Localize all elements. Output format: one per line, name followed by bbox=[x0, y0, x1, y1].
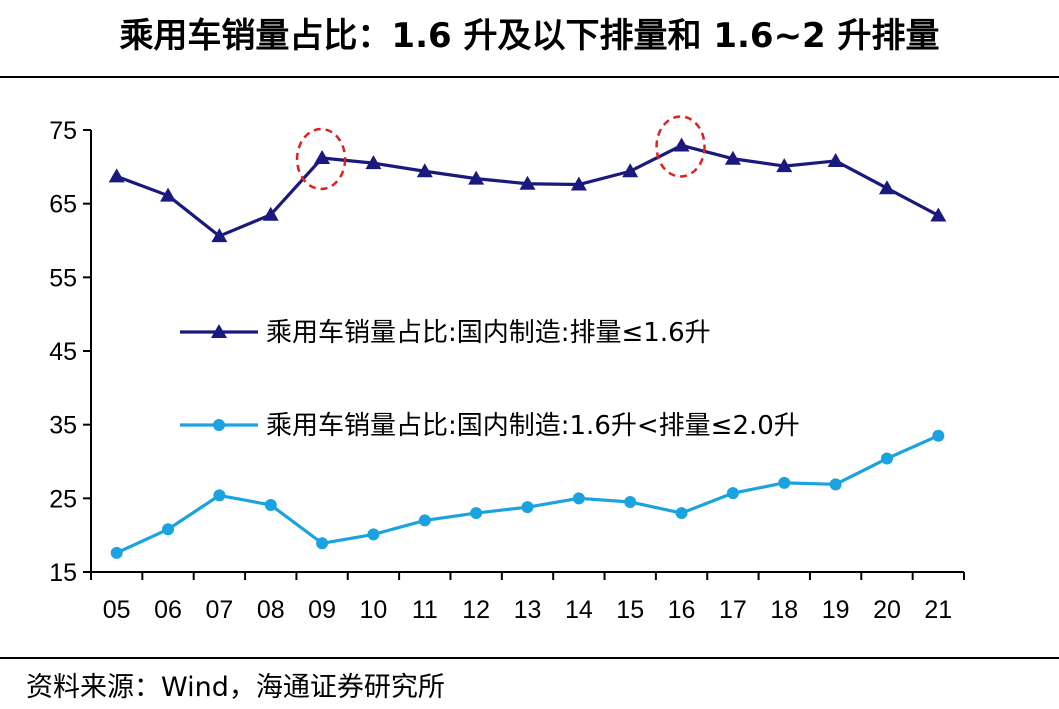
data-point bbox=[213, 489, 226, 502]
data-point bbox=[878, 180, 895, 195]
data-point bbox=[521, 501, 534, 514]
data-point bbox=[726, 487, 739, 500]
data-point bbox=[470, 507, 483, 520]
x-tick-label: 19 bbox=[822, 596, 850, 624]
data-point bbox=[724, 150, 741, 165]
data-point bbox=[880, 452, 893, 465]
data-point bbox=[519, 175, 536, 190]
y-tick-label: 15 bbox=[49, 559, 77, 587]
source-rule bbox=[0, 657, 1059, 659]
source-note: 资料来源：Wind，海通证券研究所 bbox=[26, 672, 445, 703]
highlight-circle bbox=[655, 115, 706, 178]
x-tick-label: 08 bbox=[257, 596, 285, 624]
data-point bbox=[108, 168, 125, 183]
series-1 bbox=[108, 137, 947, 243]
data-point bbox=[160, 187, 177, 202]
data-point bbox=[262, 206, 279, 221]
data-point bbox=[468, 170, 485, 185]
data-point bbox=[316, 537, 329, 550]
x-tick-label: 13 bbox=[514, 596, 542, 624]
chart-title: 乘用车销量占比：1.6 升及以下排量和 1.6~2 升排量 bbox=[119, 16, 940, 56]
y-tick-label: 45 bbox=[49, 338, 77, 366]
data-point bbox=[673, 137, 690, 152]
x-tick-label: 14 bbox=[565, 596, 593, 624]
series-2 bbox=[110, 429, 945, 559]
legend-label: 乘用车销量占比:国内制造:排量≤1.6升 bbox=[266, 318, 711, 348]
y-tick-label: 35 bbox=[49, 412, 77, 440]
data-point bbox=[570, 176, 587, 191]
series-group bbox=[108, 115, 947, 559]
series-line bbox=[116, 434, 939, 555]
data-point bbox=[162, 523, 175, 536]
data-point bbox=[314, 149, 331, 164]
data-point bbox=[675, 507, 688, 520]
x-tick-label: 17 bbox=[719, 596, 747, 624]
data-point bbox=[211, 228, 228, 243]
title-rule bbox=[0, 76, 1059, 78]
data-point bbox=[365, 155, 382, 170]
y-tick-label: 25 bbox=[49, 485, 77, 513]
y-tick-label: 55 bbox=[49, 264, 77, 292]
data-point bbox=[572, 492, 585, 505]
data-point bbox=[622, 163, 639, 178]
x-tick-label: 16 bbox=[668, 596, 696, 624]
legend-label: 乘用车销量占比:国内制造:1.6升<排量≤2.0升 bbox=[266, 411, 800, 441]
data-point bbox=[367, 528, 380, 541]
x-tick-label: 12 bbox=[462, 596, 490, 624]
data-point bbox=[930, 207, 947, 222]
x-tick-label: 15 bbox=[616, 596, 644, 624]
x-tick-label: 21 bbox=[924, 596, 952, 624]
data-point bbox=[264, 498, 277, 511]
legend-item: 乘用车销量占比:国内制造:1.6升<排量≤2.0升 bbox=[180, 411, 800, 441]
x-tick-label: 10 bbox=[360, 596, 388, 624]
legend-marker bbox=[211, 324, 227, 338]
data-point bbox=[416, 163, 433, 178]
x-tick-label: 05 bbox=[103, 596, 131, 624]
data-point bbox=[778, 476, 791, 489]
data-point bbox=[418, 514, 431, 527]
data-point bbox=[110, 546, 123, 559]
legend-item: 乘用车销量占比:国内制造:排量≤1.6升 bbox=[180, 318, 711, 348]
x-tick-label: 09 bbox=[308, 596, 336, 624]
data-point bbox=[829, 478, 842, 491]
data-point bbox=[932, 429, 945, 442]
x-tick-label: 20 bbox=[873, 596, 901, 624]
axes: 15 25 35 45 55 65 75 05 06 07 08 09 10 11 12 13 14 15 16 17… bbox=[49, 117, 965, 624]
data-point bbox=[776, 158, 793, 173]
x-tick-label: 18 bbox=[770, 596, 798, 624]
legend: 乘用车销量占比:国内制造:排量≤1.6升乘用车销量占比:国内制造:1.6升<排量… bbox=[180, 318, 800, 441]
legend-marker bbox=[213, 419, 225, 431]
y-tick-label: 65 bbox=[49, 191, 77, 219]
data-point bbox=[624, 496, 637, 509]
highlight-circle bbox=[295, 127, 347, 191]
data-point bbox=[827, 152, 844, 167]
x-tick-label: 06 bbox=[154, 596, 182, 624]
x-tick-label: 11 bbox=[412, 596, 438, 624]
x-tick-label: 07 bbox=[205, 596, 233, 624]
series-line bbox=[116, 143, 940, 238]
y-tick-label: 75 bbox=[49, 117, 77, 145]
